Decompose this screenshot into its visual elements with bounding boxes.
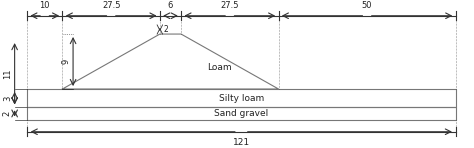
Text: Sand gravel: Sand gravel [214, 109, 268, 118]
Text: 10: 10 [39, 1, 50, 10]
Text: 3: 3 [3, 95, 12, 101]
Text: 9: 9 [61, 59, 70, 64]
Text: 2: 2 [3, 111, 12, 116]
Text: 27.5: 27.5 [102, 1, 120, 10]
Text: 27.5: 27.5 [220, 1, 239, 10]
Text: 121: 121 [233, 138, 250, 147]
Text: 6: 6 [168, 1, 173, 10]
Text: Silty loam: Silty loam [219, 94, 264, 103]
Text: 50: 50 [362, 1, 372, 10]
Text: Loam: Loam [207, 63, 231, 72]
Text: 2: 2 [164, 25, 168, 34]
Text: 11: 11 [3, 69, 12, 79]
